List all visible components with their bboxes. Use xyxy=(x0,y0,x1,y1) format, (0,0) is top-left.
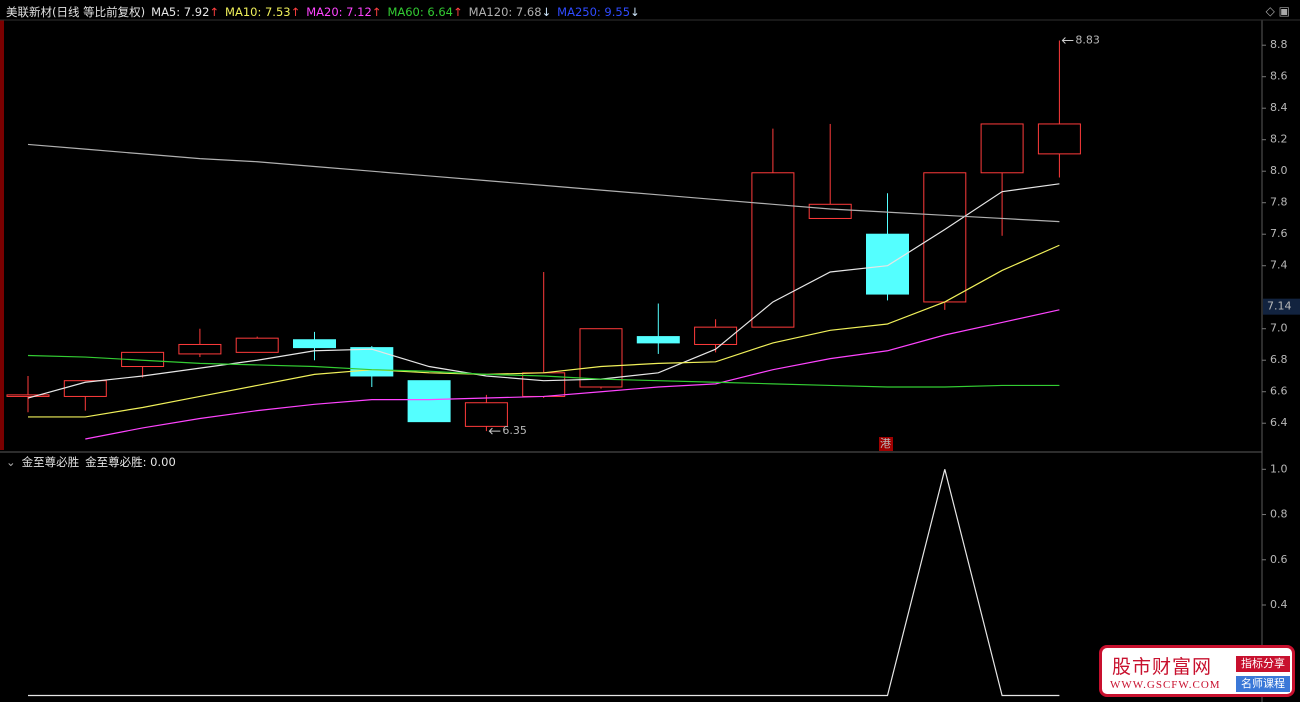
annotation: 8.83 xyxy=(1075,33,1100,46)
candle-body xyxy=(407,380,451,423)
y-tick-label: 6.4 xyxy=(1270,416,1288,429)
y-tick-label: 6.6 xyxy=(1270,385,1288,398)
candle-body xyxy=(464,402,508,427)
legend-label: MA60: 6.64 xyxy=(387,5,453,19)
y-tick-label: 7.0 xyxy=(1270,322,1288,335)
candle-body xyxy=(808,203,852,219)
candle-body xyxy=(923,172,967,303)
watermark-tag: 名师课程 xyxy=(1236,676,1290,692)
y-tick-label: 8.2 xyxy=(1270,133,1288,146)
y-tick-label: 7.6 xyxy=(1270,227,1288,240)
annotation-arrow xyxy=(1061,37,1074,44)
legend-label: MA20: 7.12 xyxy=(306,5,372,19)
candle-body xyxy=(980,123,1024,174)
window-buttons[interactable]: ◇ ▣ xyxy=(1265,4,1290,18)
legend-label: MA10: 7.53 xyxy=(225,5,291,19)
legend-label: MA120: 7.68 xyxy=(468,5,542,19)
candle-body xyxy=(751,172,795,328)
candle-body xyxy=(350,347,394,377)
badge-box xyxy=(879,437,893,451)
y-tick-label: 8.6 xyxy=(1270,70,1288,83)
candle-body xyxy=(293,339,336,349)
y-tick-label: 7.4 xyxy=(1270,259,1288,272)
y-tick-label: 8.4 xyxy=(1270,101,1288,114)
collapse-icon[interactable]: ⌄ xyxy=(6,455,16,469)
ma-line xyxy=(27,143,1060,223)
ma-line xyxy=(85,309,1060,440)
legend-label: MA5: 7.92 xyxy=(151,5,210,19)
watermark-url: WWW.GSCFW.COM xyxy=(1110,679,1221,691)
ma-line xyxy=(28,469,1060,697)
y-tick-label: 7.8 xyxy=(1270,196,1288,209)
main-header: 美联新材(日线 等比前复权) MA5: 7.92 ↑ MA10: 7.53 ↑ MA20… xyxy=(6,4,640,20)
y-tick-label: 0.4 xyxy=(1270,598,1288,611)
candle-body xyxy=(636,336,680,344)
legend-arrow: ↓ xyxy=(541,5,552,19)
annotation: 6.35 xyxy=(502,424,527,437)
y-tick-label: 8.0 xyxy=(1270,164,1288,177)
watermark-name: 股市财富网 xyxy=(1112,656,1213,678)
badge: 港 xyxy=(880,437,891,450)
indicator-title: 金至尊必胜 xyxy=(21,455,80,469)
y-tick-label: 1.0 xyxy=(1270,462,1288,475)
ma-line xyxy=(27,183,1060,399)
y-tick-label: 0.6 xyxy=(1270,553,1288,566)
legend-arrow: ↑ xyxy=(290,5,301,19)
last-price: 7.14 xyxy=(1267,300,1292,313)
watermark: 股市财富网 WWW.GSCFW.COM 指标分享 名师课程 xyxy=(1099,645,1295,697)
watermark-tag: 指标分享 xyxy=(1236,656,1290,672)
legend-arrow: ↑ xyxy=(453,5,463,19)
candle-body xyxy=(235,337,279,353)
sub-header: ⌄ 金至尊必胜 金至尊必胜: 0.00 xyxy=(6,454,176,470)
side-strip xyxy=(0,20,4,450)
legend-arrow: ↓ xyxy=(630,5,640,19)
candle-body xyxy=(694,326,738,345)
legend-arrow: ↑ xyxy=(209,5,220,19)
ma-line xyxy=(27,354,1060,388)
candle-body xyxy=(63,380,107,397)
legend-arrow: ↑ xyxy=(371,5,382,19)
legend-label: MA250: 9.55 xyxy=(557,5,631,19)
y-tick-label: 6.8 xyxy=(1270,353,1288,366)
candle-body xyxy=(6,394,50,397)
ma-line xyxy=(28,244,1060,418)
y-tick-label: 8.8 xyxy=(1270,38,1288,51)
candle-body xyxy=(1037,123,1081,155)
candle-body xyxy=(178,343,222,355)
candle-body xyxy=(866,233,909,295)
last-price-box xyxy=(1263,298,1300,315)
annotation-arrow xyxy=(488,427,501,435)
legend-label: 金至尊必胜: 0.00 xyxy=(85,455,176,469)
stock-title: 美联新材(日线 等比前复权) xyxy=(6,5,146,19)
y-tick-label: 0.8 xyxy=(1270,508,1288,521)
